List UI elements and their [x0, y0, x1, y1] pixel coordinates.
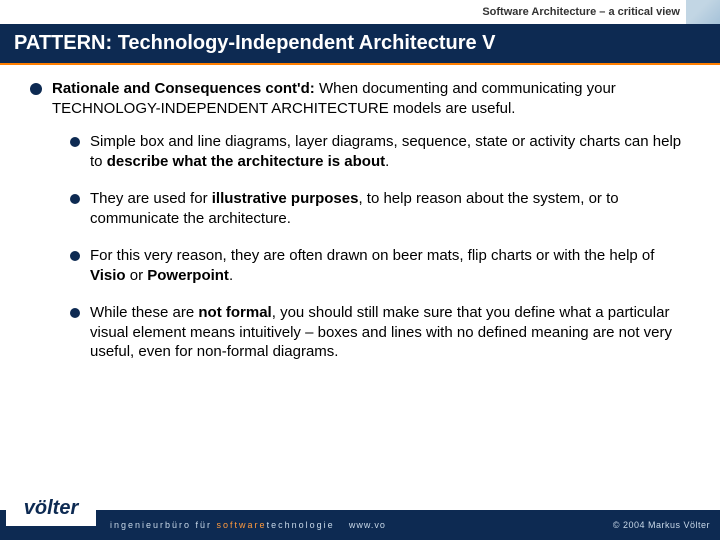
footer-url: www.vo — [349, 520, 386, 530]
header-subtitle-bar: Software Architecture – a critical view — [0, 0, 720, 24]
list-item: Simple box and line diagrams, layer diag… — [70, 132, 690, 171]
bullet-icon — [70, 308, 80, 318]
list-item-text: They are used for illustrative purposes,… — [90, 189, 690, 228]
bullet-icon — [70, 137, 80, 147]
footer-bar: ingenieurbüro für softwaretechnologie ww… — [0, 510, 720, 540]
slide-body: Rationale and Consequences cont'd: When … — [0, 65, 720, 362]
list-item: While these are not formal, you should s… — [70, 303, 690, 362]
logo: völter — [6, 490, 96, 526]
list-item-text: While these are not formal, you should s… — [90, 303, 690, 362]
main-bullet: Rationale and Consequences cont'd: When … — [30, 79, 690, 118]
slide-title: PATTERN: Technology-Independent Architec… — [0, 24, 720, 65]
slide-title-text: PATTERN: Technology-Independent Architec… — [14, 32, 496, 54]
main-bullet-text: Rationale and Consequences cont'd: When … — [52, 79, 690, 118]
bullet-icon — [30, 83, 42, 95]
corner-decoration — [686, 0, 720, 24]
sub-bullet-list: Simple box and line diagrams, layer diag… — [70, 132, 690, 362]
logo-text: völter — [24, 497, 78, 520]
header-subtitle: Software Architecture – a critical view — [482, 6, 680, 18]
list-item-text: Simple box and line diagrams, layer diag… — [90, 132, 690, 171]
bullet-icon — [70, 251, 80, 261]
lead-bold: Rationale and Consequences cont'd: — [52, 80, 315, 97]
footer-copyright: © 2004 Markus Völter — [613, 520, 710, 530]
bullet-icon — [70, 194, 80, 204]
list-item-text: For this very reason, they are often dra… — [90, 246, 690, 285]
list-item: For this very reason, they are often dra… — [70, 246, 690, 285]
list-item: They are used for illustrative purposes,… — [70, 189, 690, 228]
footer-tagline: ingenieurbüro für softwaretechnologie — [110, 520, 335, 530]
